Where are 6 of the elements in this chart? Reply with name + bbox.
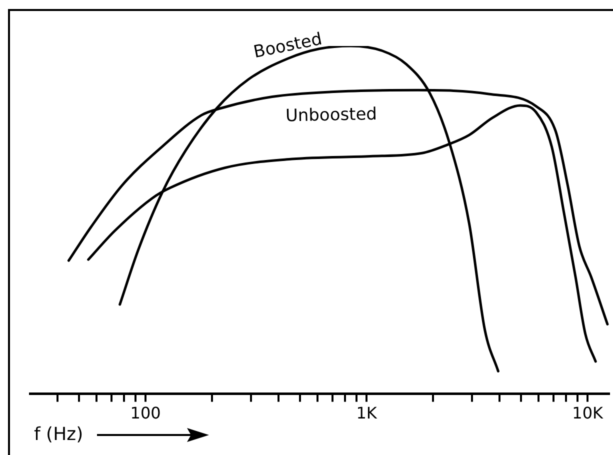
x-axis-title: f (Hz) — [34, 424, 84, 445]
x-tick-label: 1K — [356, 404, 378, 423]
x-tick-label: 10K — [572, 404, 604, 423]
text: Boosted — [252, 29, 324, 63]
x-tick-label: 100 — [130, 404, 161, 423]
series-label: Unboosted — [285, 104, 378, 126]
